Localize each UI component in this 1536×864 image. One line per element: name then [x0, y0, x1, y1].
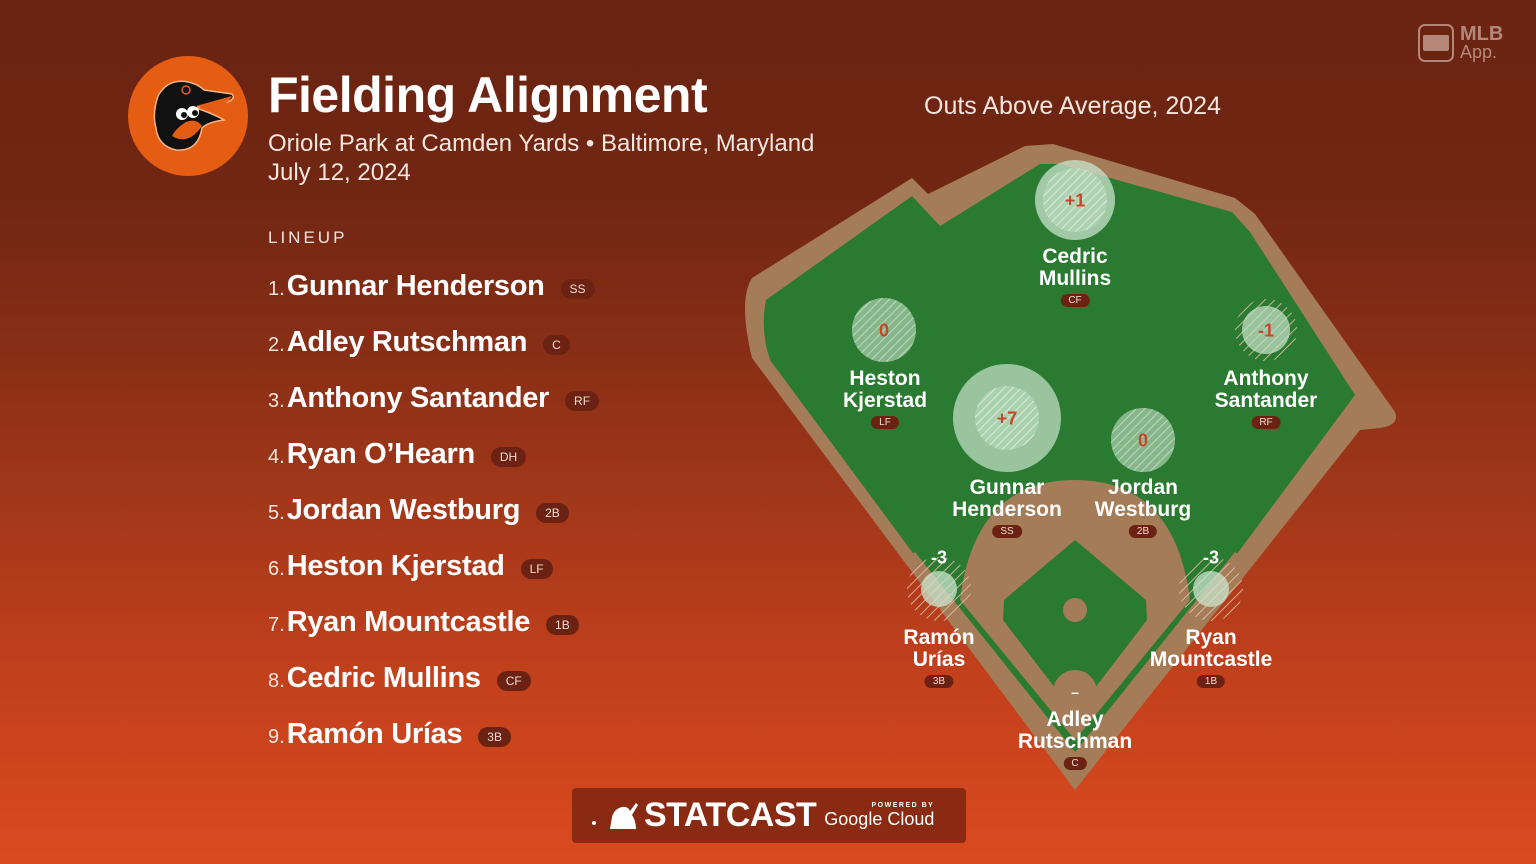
lineup-item: 9. Ramón Urías 3B — [268, 706, 599, 762]
mlb-app-line1: MLB — [1460, 23, 1504, 45]
oriole-bird-icon — [153, 80, 235, 151]
fielder-last-name: Santander — [1214, 389, 1318, 412]
position-badge: 2B — [536, 503, 569, 523]
lineup-item: 8. Cedric Mullins CF — [268, 650, 599, 706]
lineup-label: LINEUP — [268, 228, 348, 247]
fielder-2b: Jordan Westburg 2B — [1095, 477, 1191, 539]
mlb-app-logo: MLB App. — [1418, 24, 1503, 62]
fielder-first-name: Ryan — [1185, 626, 1237, 649]
oaa-value-1b: -3 — [1202, 547, 1220, 568]
orioles-logo — [128, 56, 248, 176]
position-badge: RF — [1251, 416, 1281, 429]
player-name: Anthony Santander — [286, 381, 550, 414]
oaa-value-cf: +1 — [1064, 190, 1086, 211]
player-name: Ryan O’Hearn — [286, 437, 475, 470]
position-badge: CF — [496, 671, 531, 691]
lineup-item: 2. Adley Rutschman C — [268, 314, 599, 370]
statcast-banner: STATCAST POWERED BY Google Cloud — [572, 788, 966, 843]
fielder-last-name: Henderson — [952, 498, 1062, 521]
mlb-batter-icon — [1418, 24, 1454, 62]
lineup-item: 6. Heston Kjerstad LF — [268, 538, 599, 594]
position-badge: SS — [560, 279, 595, 299]
fielder-first-name: Cedric — [1042, 245, 1108, 268]
game-date: July 12, 2024 — [268, 159, 411, 186]
pitchers-mound — [1063, 598, 1087, 622]
lineup-item: 7. Ryan Mountcastle 1B — [268, 594, 599, 650]
venue-line: Oriole Park at Camden Yards • Baltimore,… — [268, 130, 815, 157]
fielder-first-name: Gunnar — [969, 476, 1045, 499]
fielder-last-name: Rutschman — [1017, 730, 1133, 753]
lineup-item: 5. Jordan Westburg 2B — [268, 482, 599, 538]
position-badge: CF — [1060, 294, 1090, 307]
lineup-number: 6. — [268, 557, 285, 580]
lineup-number: 5. — [268, 501, 285, 524]
fielder-cf: Cedric Mullins CF — [1039, 246, 1111, 308]
fielder-c: Adley Rutschman C — [1018, 709, 1132, 771]
oaa-value-c: – — [1071, 684, 1079, 700]
oaa-chart-title: Outs Above Average, 2024 — [924, 92, 1221, 120]
player-name: Cedric Mullins — [286, 661, 481, 694]
position-badge: C — [1063, 757, 1087, 770]
fielder-first-name: Adley — [1046, 708, 1104, 731]
statcast-wordmark: STATCAST — [644, 796, 817, 834]
lineup-number: 3. — [268, 389, 285, 412]
oaa-value-2b: 0 — [1137, 430, 1149, 451]
oaa-value-ss: +7 — [996, 408, 1018, 429]
lineup-item: 4. Ryan O’Hearn DH — [268, 426, 599, 482]
position-badge: 2B — [1128, 525, 1158, 538]
fielder-last-name: Mountcastle — [1149, 648, 1273, 671]
lineup-list: 1. Gunnar Henderson SS 2. Adley Rutschman C … — [268, 258, 600, 762]
lineup-number: 8. — [268, 669, 285, 692]
mlb-app-line2: App. — [1460, 42, 1498, 62]
position-badge: SS — [992, 525, 1022, 538]
player-name: Gunnar Henderson — [286, 269, 545, 302]
fielder-last-name: Urías — [912, 648, 966, 671]
mlb-batter-icon — [610, 802, 638, 829]
player-name: Heston Kjerstad — [286, 549, 505, 582]
fielder-last-name: Westburg — [1094, 498, 1192, 521]
lineup-number: 9. — [268, 725, 285, 748]
fielder-lf: Heston Kjerstad LF — [843, 368, 927, 430]
position-badge: RF — [565, 391, 600, 411]
fielder-first-name: Heston — [849, 367, 921, 390]
oaa-value-3b: -3 — [930, 547, 948, 568]
player-name: Ramón Urías — [286, 717, 463, 750]
player-name: Ryan Mountcastle — [286, 605, 531, 638]
lineup-number: 4. — [268, 445, 285, 468]
fielder-first-name: Jordan — [1107, 476, 1179, 499]
position-badge: LF — [871, 416, 899, 429]
fielder-last-name: Kjerstad — [842, 389, 928, 412]
fielder-1b: Ryan Mountcastle 1B — [1149, 626, 1273, 689]
position-badge: C — [543, 335, 570, 355]
google-cloud-wordmark: Google Cloud — [824, 808, 935, 829]
lineup-number: 1. — [268, 277, 285, 300]
fielder-last-name: Mullins — [1038, 267, 1112, 290]
lineup-item: 3. Anthony Santander RF — [268, 370, 600, 426]
position-badge: LF — [520, 559, 553, 579]
lineup-number: 2. — [268, 333, 285, 356]
player-name: Jordan Westburg — [286, 493, 521, 526]
oaa-value-rf: -1 — [1257, 320, 1275, 341]
dot-icon — [592, 820, 596, 825]
position-badge: 1B — [546, 615, 579, 635]
fielder-3b: Ramón Urías 3B — [903, 626, 975, 689]
oaa-value-lf: 0 — [878, 320, 890, 341]
fielder-first-name: Anthony — [1223, 367, 1309, 390]
powered-by-label: POWERED BY — [871, 801, 935, 809]
position-badge: 3B — [924, 675, 954, 688]
fielder-ss: Gunnar Henderson SS — [952, 477, 1062, 539]
lineup-number: 7. — [268, 613, 285, 636]
fielder-first-name: Ramón — [903, 626, 975, 649]
player-name: Adley Rutschman — [286, 325, 528, 358]
venue-info: Oriole Park at Camden Yards • Baltimore,… — [268, 129, 814, 187]
position-badge: 1B — [1196, 675, 1226, 688]
fielder-rf: Anthony Santander RF — [1214, 367, 1318, 430]
page-title: Fielding Alignment — [268, 67, 708, 123]
position-badge: 3B — [478, 727, 511, 747]
position-badge: DH — [490, 447, 527, 467]
lineup-item: 1. Gunnar Henderson SS — [268, 258, 599, 314]
